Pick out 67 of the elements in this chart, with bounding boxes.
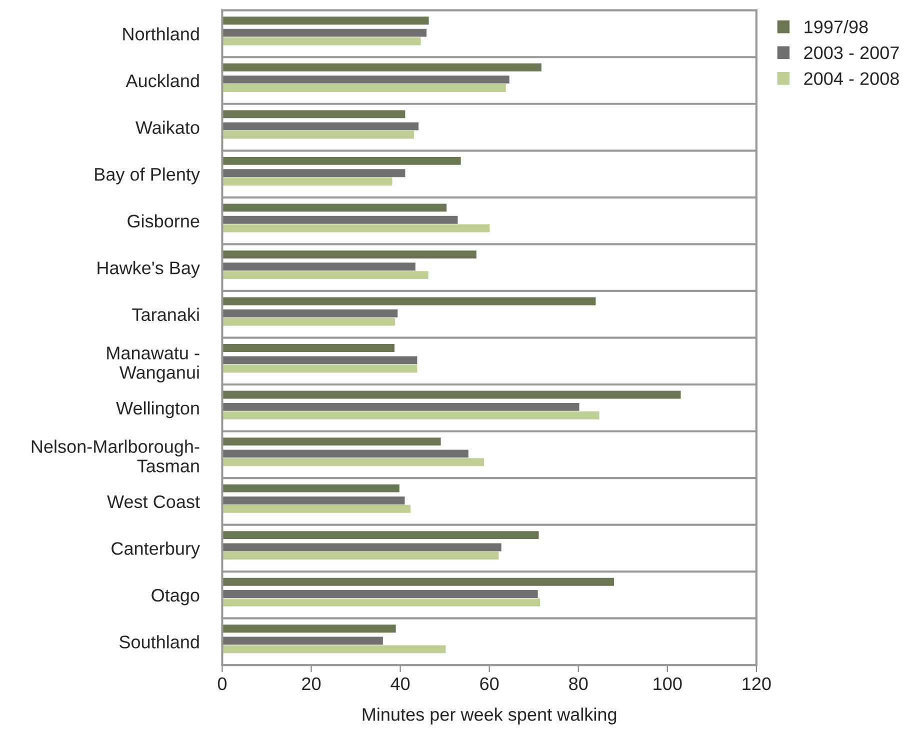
bar xyxy=(222,458,484,466)
bar xyxy=(222,204,447,212)
bar xyxy=(222,178,392,186)
y-tick-label: Manawatu - Wanganui xyxy=(107,346,200,382)
y-tick-label: Gisborne xyxy=(128,214,200,228)
bar xyxy=(222,645,446,654)
bar xyxy=(222,590,538,598)
bar xyxy=(222,390,681,399)
bar xyxy=(222,531,539,540)
bar xyxy=(222,356,418,364)
legend-label: 2004 - 2008 xyxy=(804,72,899,86)
bar xyxy=(222,63,542,72)
bar xyxy=(222,344,394,352)
x-axis-title: Minutes per week spent walking xyxy=(362,708,616,724)
y-tick-label: Southland xyxy=(120,635,199,648)
x-tick-label: 60 xyxy=(480,677,499,690)
bar xyxy=(222,636,383,645)
bar xyxy=(222,297,596,306)
bar xyxy=(222,110,406,118)
bar xyxy=(222,438,441,446)
bar xyxy=(222,484,400,492)
bar xyxy=(222,122,419,130)
bar xyxy=(222,76,510,84)
bar xyxy=(222,84,506,92)
y-tick-label: Bay of Plenty xyxy=(95,167,200,184)
x-tick-label: 100 xyxy=(654,677,682,690)
bar xyxy=(222,598,540,606)
bar xyxy=(222,156,461,165)
y-tick-label: Nelson-Marlborough- Tasman xyxy=(32,440,200,472)
y-tick-label: Wellington xyxy=(116,401,199,418)
bar xyxy=(222,250,476,258)
legend-label: 2003 - 2007 xyxy=(804,46,899,60)
bar xyxy=(222,16,429,25)
y-tick-label: West Coast xyxy=(107,495,200,508)
bar xyxy=(222,224,490,232)
bar xyxy=(222,318,395,326)
bar xyxy=(222,543,502,552)
y-tick-label: Northland xyxy=(123,27,199,40)
bar xyxy=(222,552,499,560)
x-tick-label: 40 xyxy=(390,677,410,690)
x-tick-label: 80 xyxy=(569,677,588,690)
y-tick-label: Otago xyxy=(152,588,200,606)
bar xyxy=(222,262,416,271)
y-tick-label: Auckland xyxy=(126,74,199,88)
bar xyxy=(222,411,600,420)
bar xyxy=(222,169,406,178)
bar xyxy=(222,309,398,318)
bar xyxy=(222,130,414,139)
bar xyxy=(222,402,580,411)
x-tick-label: 20 xyxy=(302,677,321,690)
bar xyxy=(222,37,421,46)
bar xyxy=(222,28,427,37)
bar xyxy=(222,624,396,633)
y-tick-label: Hawke's Bay xyxy=(98,261,200,278)
bar xyxy=(222,578,614,586)
bar xyxy=(222,271,428,280)
legend-label: 1997/98 xyxy=(804,20,868,34)
y-tick-label: Taranaki xyxy=(132,308,199,322)
bar xyxy=(222,496,405,504)
bar xyxy=(222,364,418,373)
y-tick-label: Waikato xyxy=(136,120,200,134)
bar xyxy=(222,450,468,458)
bar xyxy=(222,216,458,224)
x-tick-label: 120 xyxy=(742,677,771,690)
x-tick-label: 0 xyxy=(218,677,227,690)
bar xyxy=(222,504,411,513)
y-tick-label: Canterbury xyxy=(112,542,200,558)
